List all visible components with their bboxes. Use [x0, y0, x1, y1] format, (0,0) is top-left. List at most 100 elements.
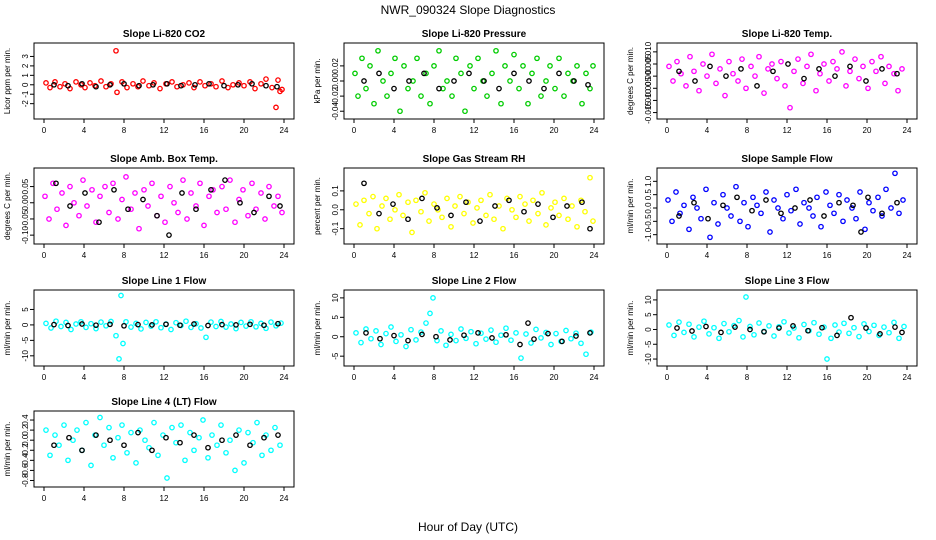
data-point [142, 437, 148, 444]
data-point [681, 329, 687, 336]
y-tick-label: 5 [331, 315, 340, 320]
data-point [89, 186, 95, 193]
data-point [776, 325, 782, 331]
data-point [278, 320, 284, 326]
data-point [66, 434, 72, 441]
data-point [795, 56, 801, 62]
data-point [227, 177, 233, 183]
data-point [839, 49, 845, 55]
data-point [63, 222, 69, 229]
series-1 [665, 170, 906, 241]
data-point [674, 58, 680, 65]
data-point [116, 356, 122, 362]
data-point [748, 63, 754, 70]
data-point [233, 325, 239, 332]
data-point [556, 212, 562, 219]
series-1 [43, 414, 283, 481]
data-point [158, 193, 164, 200]
data-point [796, 334, 802, 341]
data-point [565, 216, 571, 223]
data-point [749, 207, 755, 214]
data-point [247, 442, 253, 449]
data-point [102, 183, 108, 190]
data-point [686, 321, 692, 328]
panel-title: Slope Gas Stream RH [423, 154, 526, 165]
data-point [832, 322, 838, 328]
y-tick-label: -0.2 [21, 443, 30, 457]
data-point [80, 177, 86, 183]
data-point [261, 322, 267, 329]
data-point [219, 437, 225, 444]
data-point [681, 202, 687, 209]
data-point [886, 329, 892, 336]
data-point [205, 444, 211, 451]
data-point [508, 337, 514, 344]
data-point [722, 92, 728, 99]
data-point [359, 55, 365, 62]
data-point [377, 335, 383, 342]
data-point [93, 325, 99, 332]
data-point [208, 80, 214, 87]
y-tick-label: -0.1 [331, 221, 340, 235]
data-point [521, 208, 527, 215]
data-point [816, 331, 822, 338]
data-point [726, 58, 732, 65]
data-point [877, 331, 883, 337]
data-point [110, 454, 116, 461]
data-point [121, 322, 127, 329]
data-point [487, 191, 493, 198]
data-point [43, 320, 49, 327]
data-point [704, 73, 710, 79]
data-point [790, 323, 796, 329]
data-point [108, 318, 114, 325]
data-point [107, 437, 113, 444]
data-point [696, 87, 702, 94]
data-point [858, 229, 864, 235]
data-point [279, 209, 285, 216]
data-point [509, 206, 515, 213]
data-point [70, 437, 76, 444]
data-point [422, 189, 428, 196]
y-tick-label: -0.02 [331, 86, 340, 105]
data-point [511, 70, 517, 77]
x-tick-label: 8 [122, 251, 127, 260]
data-point [214, 209, 220, 216]
data-point [552, 85, 558, 92]
y-tick-label: 0.00 [331, 73, 340, 89]
plot-frame [343, 42, 605, 120]
data-point [218, 318, 224, 325]
y-tick-label: -0.5 [644, 214, 653, 228]
data-point [178, 82, 184, 89]
data-point [368, 335, 374, 342]
data-point [853, 215, 859, 222]
x-tick-label: 12 [470, 251, 479, 260]
data-point [473, 340, 479, 347]
data-point [106, 424, 112, 431]
y-tick-label: 5 [644, 312, 653, 317]
data-point [444, 78, 450, 84]
data-point [431, 201, 437, 207]
data-point [235, 81, 241, 88]
series-2 [361, 70, 591, 92]
y-tick-label: -0.015 [644, 101, 653, 124]
data-point [366, 210, 372, 217]
data-point [733, 183, 739, 190]
data-point [502, 63, 508, 69]
data-point [191, 84, 197, 91]
series-2 [51, 320, 281, 329]
data-point [863, 325, 869, 331]
x-tick-label: 20 [240, 251, 249, 260]
data-point [533, 326, 539, 333]
data-point [531, 336, 537, 342]
data-point [747, 323, 753, 330]
y-tick-label: 0.2 [21, 424, 30, 436]
data-point [272, 424, 278, 431]
series-1 [353, 174, 596, 236]
y-tick-label: 5 [21, 307, 30, 312]
data-point [578, 340, 584, 347]
data-point [691, 199, 697, 206]
data-point [188, 324, 194, 331]
data-point [673, 189, 679, 195]
data-point [806, 205, 812, 211]
